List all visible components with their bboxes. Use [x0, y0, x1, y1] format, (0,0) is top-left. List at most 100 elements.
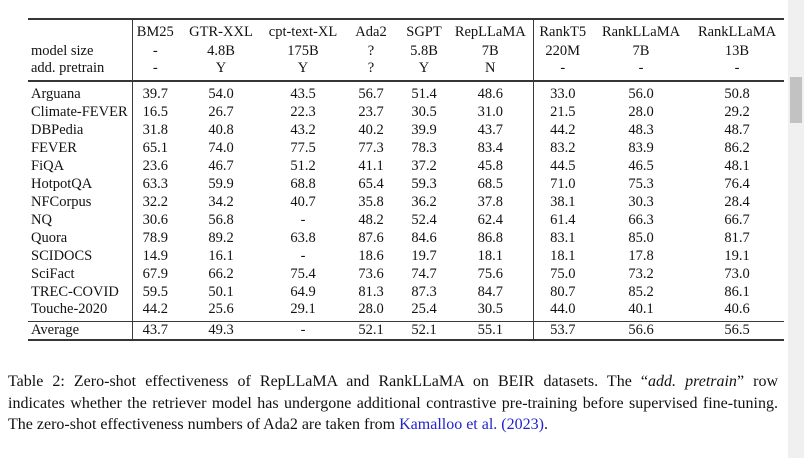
metric-value: 30.5 — [411, 103, 437, 120]
scrollbar-thumb[interactable] — [790, 77, 802, 123]
metric-value: 81.7 — [724, 229, 750, 246]
metric-value: 87.3 — [411, 283, 437, 300]
caption-italic-term: add. pretrain — [648, 373, 737, 390]
metric-value: 40.1 — [628, 301, 654, 317]
metric-value: 45.8 — [477, 157, 503, 174]
dataset-label: Quora — [31, 229, 68, 246]
model-size-cell: 7B — [481, 42, 499, 59]
metric-value: 75.3 — [628, 175, 654, 192]
dataset-row: Arguana 39.7 54.0 43.5 56.7 51.4 48.6 33.0 56.0 5… — [28, 81, 784, 103]
dataset-row: NFCorpus 32.2 34.2 40.7 35.8 36.2 37.8 38.1 30.3… — [28, 193, 784, 211]
metric-value: 36.2 — [411, 193, 437, 210]
model-size-cell: ? — [367, 42, 375, 59]
metric-value: 22.3 — [290, 103, 316, 120]
dataset-row: Touche-2020 44.2 25.6 29.1 28.0 25.4 30.5 44.0 4… — [28, 301, 784, 322]
metric-value: 56.7 — [358, 86, 384, 102]
add-pretrain-cell: - — [532, 60, 592, 81]
caption-text: . — [543, 416, 548, 433]
dataset-row: FiQA 23.6 46.7 51.2 41.1 37.2 45.8 44.5 46.5 48.1 — [28, 157, 784, 175]
dataset-label: HotpotQA — [31, 175, 93, 192]
metric-value: 23.7 — [358, 103, 384, 120]
metric-value: 78.3 — [411, 139, 437, 156]
model-size-cell: 220M — [532, 42, 592, 60]
scrollbar[interactable] — [788, 0, 804, 458]
average-value: 56.5 — [724, 322, 750, 338]
metric-value: 29.2 — [724, 103, 750, 120]
column-name-cell: BM25 — [131, 19, 178, 42]
dataset-label: FiQA — [31, 157, 65, 174]
dataset-row: NQ 30.6 56.8 - 48.2 52.4 62.4 61.4 66.3 66.7 — [28, 211, 784, 229]
metric-value: 48.6 — [477, 86, 503, 102]
metric-value: 63.8 — [290, 229, 316, 246]
dataset-row: SciFact 67.9 66.2 75.4 73.6 74.7 75.6 75.0 73.2 7… — [28, 265, 784, 283]
metric-value: 30.3 — [628, 193, 654, 210]
metric-value: 39.7 — [131, 81, 178, 103]
add-pretrain-cell: - — [734, 60, 740, 76]
add-pretrain-cell: Y — [418, 60, 430, 76]
metric-value: 25.6 — [208, 301, 234, 317]
metric-value: 50.8 — [724, 86, 750, 102]
metric-value: 80.7 — [532, 283, 592, 301]
column-name-cell: RankLLaMA — [697, 23, 777, 40]
metric-value: 51.2 — [290, 157, 316, 174]
metric-value: 66.2 — [208, 265, 234, 282]
model-size-cell: 7B — [632, 42, 650, 59]
metric-value: 16.5 — [131, 103, 178, 121]
dataset-label: Touche-2020 — [31, 301, 108, 317]
metric-value: 65.4 — [358, 175, 384, 192]
metric-value: 68.5 — [477, 175, 503, 192]
add-pretrain-cell: Y — [215, 60, 227, 76]
metric-value: 74.0 — [208, 139, 234, 156]
metric-value: 74.7 — [411, 265, 437, 282]
metric-value: 59.3 — [411, 175, 437, 192]
metric-value: 39.9 — [411, 121, 437, 138]
column-name-cell: Ada2 — [355, 23, 387, 40]
metric-value: 33.0 — [532, 81, 592, 103]
dataset-label: TREC-COVID — [31, 283, 119, 300]
dataset-row: DBPedia 31.8 40.8 43.2 40.2 39.9 43.7 44.2 48.3 4… — [28, 121, 784, 139]
metric-value: 51.4 — [411, 86, 437, 102]
header-row-label — [28, 19, 132, 42]
header-row-label: add. pretrain — [31, 60, 105, 76]
metric-value: 66.7 — [724, 211, 750, 228]
add-pretrain-cell: - — [638, 60, 644, 76]
metric-value: 23.6 — [131, 157, 178, 175]
column-name-cell: RankLLaMA — [601, 23, 681, 40]
dataset-label: SCIDOCS — [31, 247, 93, 264]
dataset-row: TREC-COVID 59.5 50.1 64.9 81.3 87.3 84.7 80.7 85… — [28, 283, 784, 301]
metric-value: - — [300, 247, 306, 264]
metric-value: 66.3 — [628, 211, 654, 228]
metric-value: 18.1 — [477, 247, 503, 264]
add-pretrain-cell: N — [485, 60, 496, 76]
metric-value: 50.1 — [208, 283, 234, 300]
metric-value: 73.2 — [628, 265, 654, 282]
average-value: 53.7 — [532, 321, 592, 340]
metric-value: 43.2 — [290, 121, 316, 138]
caption-line-3: The zero-shot effectiveness numbers of A… — [8, 414, 778, 436]
beir-results-table-wrap: BM25 GTR-XXL cpt-text-XL Ada2 SGPT RepLLaMA Ra… — [28, 18, 784, 341]
model-size-cell: - — [131, 42, 178, 60]
metric-value: 19.1 — [724, 247, 750, 264]
metric-value: 84.6 — [411, 229, 437, 246]
metric-value: 75.0 — [532, 265, 592, 283]
metric-value: 81.3 — [358, 283, 384, 300]
caption-text: ” row — [736, 373, 779, 390]
metric-value: 56.0 — [628, 86, 654, 102]
citation-link[interactable]: Kamalloo et al. (2023) — [399, 416, 544, 433]
dataset-label: DBPedia — [31, 121, 84, 138]
dataset-label: FEVER — [31, 139, 77, 156]
metric-value: 48.2 — [358, 211, 384, 228]
caption-line-2: indicates whether the retriever model ha… — [8, 394, 778, 412]
metric-value: 19.7 — [411, 247, 437, 264]
model-size-cell: 4.8B — [207, 42, 235, 59]
metric-value: 46.5 — [628, 157, 654, 174]
metric-value: 87.6 — [358, 229, 384, 246]
metric-value: 71.0 — [532, 175, 592, 193]
metric-value: 83.4 — [477, 139, 503, 156]
metric-value: 29.1 — [290, 301, 316, 317]
metric-value: 63.3 — [131, 175, 178, 193]
metric-value: 37.8 — [477, 193, 503, 210]
metric-value: 73.6 — [358, 265, 384, 282]
metric-value: 28.0 — [628, 103, 654, 120]
metric-value: 38.1 — [532, 193, 592, 211]
